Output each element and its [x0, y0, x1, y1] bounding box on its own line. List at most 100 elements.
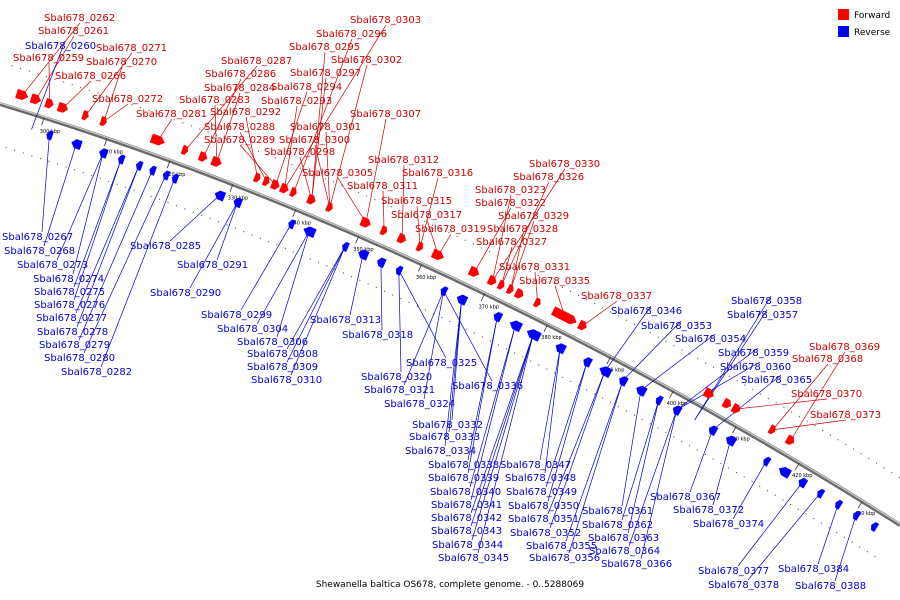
forward-gene [261, 176, 270, 187]
leader-line [621, 399, 660, 521]
genome-backbone [0, 65, 900, 560]
forward-gene-label: Sbal678_0323 [475, 185, 546, 196]
leader-line [31, 40, 66, 130]
reverse-gene-label: Sbal678_0282 [61, 367, 132, 378]
leader-line [549, 370, 606, 529]
leader-line [443, 290, 493, 382]
leader-line [76, 165, 140, 328]
forward-gene [99, 116, 107, 127]
scale-tick-label: 390 kbp [604, 367, 624, 373]
forward-gene [289, 186, 297, 197]
leader-line [545, 361, 588, 488]
reverse-gene [288, 219, 296, 230]
forward-gene-label: Sbal678_0270 [86, 57, 157, 68]
leader-line [448, 299, 462, 433]
forward-gene [396, 232, 406, 244]
forward-gene-label: Sbal678_0326 [513, 172, 584, 183]
leader-line [56, 152, 104, 261]
reverse-gene-label: Sbal678_0338 [428, 460, 499, 471]
leader-line [444, 299, 462, 447]
leader-line [712, 440, 731, 506]
leader-line [78, 170, 153, 341]
scale-tick [543, 324, 548, 332]
reverse-gene [853, 510, 862, 521]
forward-gene-label: Sbal678_0286 [205, 69, 276, 80]
forward-gene-label: Sbal678_0289 [204, 135, 275, 146]
leader-line [83, 174, 167, 354]
reverse-gene-label: Sbal678_0321 [364, 385, 435, 396]
reverse-gene [817, 488, 826, 499]
scale-tick-label: 420 kbp [792, 473, 812, 479]
forward-gene-label: Sbal678_0259 [13, 53, 84, 64]
leader-line [474, 207, 512, 273]
reverse-gene-label: Sbal678_0333 [409, 432, 480, 443]
forward-gene [44, 98, 54, 109]
leader-line [73, 159, 122, 288]
scale-tick-label: 400 kbp [667, 401, 687, 407]
forward-gene-label: Sbal678_0368 [792, 354, 863, 365]
map-caption: Shewanella baltica OS678, complete genom… [316, 580, 585, 590]
reverse-gene-label: Sbal678_0324 [384, 399, 455, 410]
reverse-gene-label: Sbal678_0306 [237, 337, 308, 348]
leader-line [423, 290, 444, 400]
reverse-gene-label: Sbal678_0273 [17, 260, 88, 271]
leader-line [216, 202, 238, 261]
forward-gene [379, 225, 388, 236]
forward-gene-label: Sbal678_0261 [38, 26, 109, 37]
forward-gene-label: Sbal678_0287 [221, 56, 292, 67]
forward-gene-label: Sbal678_0303 [350, 15, 421, 26]
forward-gene-label: Sbal678_0331 [499, 262, 570, 273]
reverse-gene [493, 311, 504, 323]
forward-gene [81, 110, 89, 121]
leader-line [169, 195, 220, 242]
forward-gene-label: Sbal678_0294 [271, 82, 342, 93]
backbone-line [0, 102, 900, 527]
reverse-gene-label: Sbal678_0291 [177, 260, 248, 271]
leader-line [676, 347, 759, 411]
leader-line [202, 78, 242, 158]
reverse-gene-label: Sbal678_0388 [795, 581, 866, 592]
leader-line [184, 65, 258, 151]
forward-gene-label: Sbal678_0262 [44, 13, 115, 24]
reverse-gene [99, 148, 109, 159]
forward-gene [513, 287, 524, 299]
forward-gene-label: Sbal678_0288 [204, 122, 275, 133]
reverse-gene [118, 154, 126, 165]
reverse-gene-label: Sbal678_0280 [44, 353, 115, 364]
forward-gene-label: Sbal678_0316 [402, 168, 473, 179]
reverse-gene [655, 395, 664, 406]
forward-gene-label: Sbal678_0295 [289, 42, 360, 53]
leader-line [311, 77, 327, 200]
reverse-gene-label: Sbal678_0354 [675, 334, 746, 345]
reverse-gene [303, 226, 317, 238]
reverse-gene-label: Sbal678_0285 [130, 241, 201, 252]
leader-line [628, 409, 678, 547]
reverse-gene [214, 190, 227, 202]
forward-gene [550, 306, 577, 325]
scale-tick-label: 310 kbp [103, 150, 123, 156]
legend-reverse-swatch [838, 26, 849, 37]
reverse-gene [583, 357, 593, 368]
forward-gene-label: Sbal678_0373 [810, 410, 881, 421]
reverse-gene-label: Sbal678_0290 [150, 288, 221, 299]
forward-gene-label: Sbal678_0370 [791, 389, 862, 400]
leader-line [747, 492, 821, 581]
leader-line [275, 91, 308, 186]
reverse-gene-label: Sbal678_0361 [582, 506, 653, 517]
forward-gene-label: Sbal678_0312 [368, 155, 439, 166]
reverse-gene-label: Sbal678_0342 [431, 513, 502, 524]
reverse-gene-label: Sbal678_0343 [431, 526, 502, 537]
reverse-gene-label: Sbal678_0353 [641, 321, 712, 332]
leader-line [544, 347, 561, 474]
reverse-gene-label: Sbal678_0357 [727, 310, 798, 321]
reverse-gene-label: Sbal678_0260 [25, 41, 96, 52]
forward-gene-label: Sbal678_0300 [279, 135, 350, 146]
leader-line [401, 164, 405, 239]
scale-tick [355, 235, 360, 244]
reverse-gene [763, 456, 772, 467]
leader-line [467, 316, 498, 461]
legend: Forward Reverse [838, 9, 891, 38]
reverse-gene-label: Sbal678_0367 [650, 492, 721, 503]
forward-gene [430, 248, 444, 261]
reverse-gene [673, 405, 683, 416]
